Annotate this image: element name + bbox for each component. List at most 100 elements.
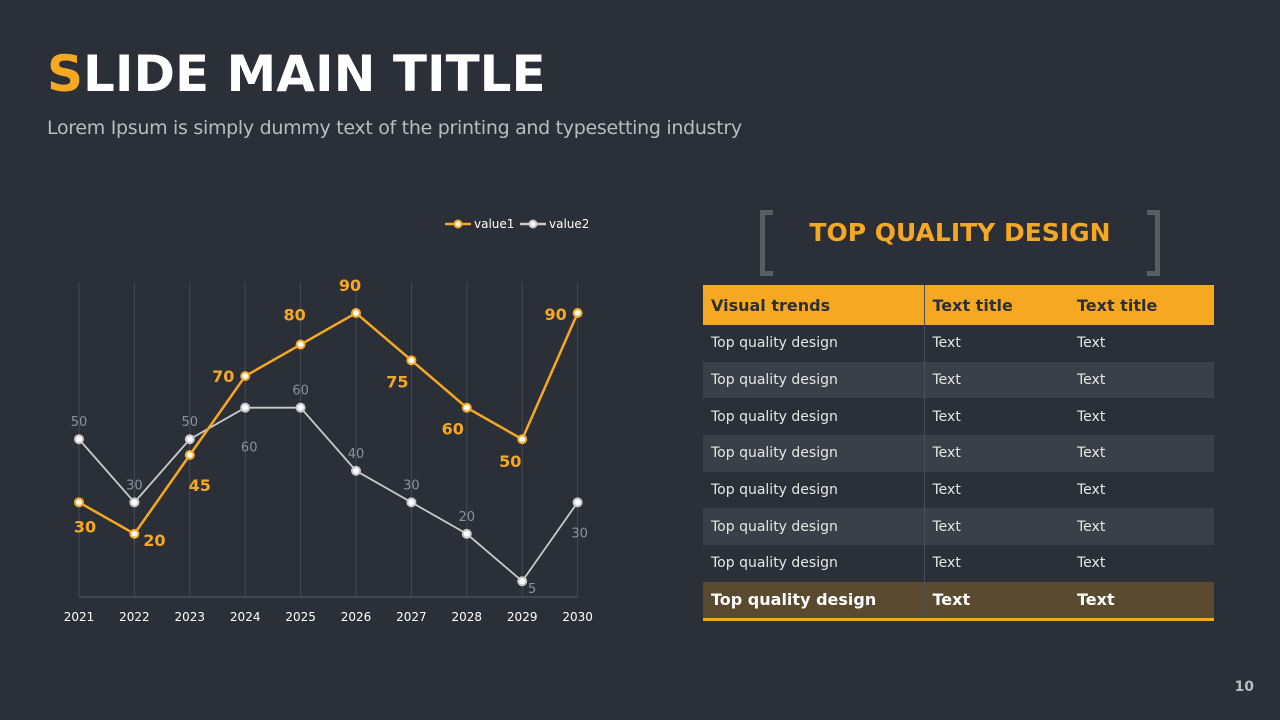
table-cell: Top quality design: [703, 325, 925, 362]
data-label-value2: 5: [528, 582, 536, 597]
x-tick-label: 2021: [64, 610, 95, 624]
x-tick-label: 2024: [230, 610, 261, 624]
right-bracket: [1147, 210, 1160, 276]
data-label-value1: 80: [283, 306, 305, 325]
table-row: Top quality design Text Text: [703, 435, 1214, 472]
data-label-value2: 50: [71, 415, 88, 430]
table-header-cell: Text title: [1069, 285, 1214, 325]
table-row: Top quality design Text Text: [703, 545, 1214, 582]
data-label-value1: 70: [212, 367, 234, 386]
table-cell: Top quality design: [703, 435, 925, 472]
slide-subtitle: Lorem Ipsum is simply dummy text of the …: [47, 117, 742, 139]
data-table: Visual trends Text title Text title Top …: [703, 285, 1214, 621]
data-label-value2: 60: [292, 384, 309, 399]
x-tick-label: 2029: [507, 610, 538, 624]
data-point-value2: [240, 402, 251, 413]
page-number: 10: [1234, 679, 1254, 695]
data-label-value1: 75: [386, 372, 408, 391]
table-row: Top quality design Text Text: [703, 398, 1214, 436]
series-line-value1: [78, 311, 579, 536]
data-point-value1: [240, 371, 251, 382]
data-label-value1: 60: [442, 420, 464, 439]
legend-marker-value2: [528, 219, 538, 229]
table-header-cell: Text title: [924, 285, 1069, 325]
data-label-value1: 50: [499, 452, 521, 471]
table-total-row: Top quality design Text Text: [703, 581, 1214, 621]
table-row: Top quality design Text Text: [703, 361, 1214, 399]
x-tick-label: 2027: [396, 610, 427, 624]
x-tick-label: 2025: [285, 610, 316, 624]
table-cell: Top quality design: [703, 398, 925, 436]
panel-title: TOP QUALITY DESIGN: [809, 218, 1111, 247]
data-point-value1: [74, 497, 84, 508]
table-row: Top quality design Text Text: [703, 471, 1214, 509]
data-label-value1: 45: [189, 476, 211, 495]
slide-title-rest: LIDE MAIN TITLE: [83, 45, 546, 103]
data-point-value2: [461, 528, 472, 539]
data-label-value2: 50: [182, 415, 199, 430]
table-header-cell: Visual trends: [703, 285, 925, 325]
data-point-value1: [517, 434, 528, 445]
x-tick-label: 2028: [452, 610, 483, 624]
data-label-value2: 30: [403, 478, 420, 493]
data-label-value1: 90: [544, 305, 566, 324]
table-cell: Text: [1069, 435, 1214, 472]
table-cell: Text: [932, 408, 961, 425]
data-point-value1: [129, 528, 140, 539]
data-point-value2: [184, 434, 195, 445]
table-total-cell: Text: [924, 581, 1069, 621]
legend-label: value2: [549, 217, 589, 231]
data-point-value2: [295, 402, 306, 413]
data-label-value2: 30: [571, 526, 588, 541]
x-tick-label: 2022: [119, 610, 150, 624]
table-cell: Text: [924, 435, 1069, 472]
table-header-row: Visual trends Text title Text title: [703, 285, 1214, 325]
x-tick-label: 2023: [175, 610, 206, 624]
data-label-value1: 30: [74, 517, 96, 536]
table-cell: Text: [924, 361, 1069, 399]
table-cell: Top quality design: [703, 508, 925, 546]
data-label-value2: 20: [459, 510, 476, 525]
data-label-value2: 30: [126, 478, 143, 493]
table-cell: Text: [924, 508, 1069, 546]
x-tick-label: 2026: [341, 610, 372, 624]
panel-title-box: TOP QUALITY DESIGN: [760, 210, 1160, 276]
data-point-value1: [572, 308, 583, 318]
data-label-value1: 20: [143, 531, 165, 550]
data-point-value2: [351, 465, 361, 476]
table-cell: Text: [1069, 361, 1214, 399]
table-cell: Top quality design: [703, 545, 925, 582]
table-cell: Text: [932, 482, 961, 499]
table-total-cell: Top quality design: [703, 581, 925, 621]
data-point-value1: [295, 339, 306, 350]
line-chart: 2021 2022 2023 2024 2025 2026 2027 2028 2029 2030…: [64, 217, 593, 624]
table-row: Top quality design Text Text: [703, 325, 1214, 362]
legend-label: value1: [474, 217, 514, 231]
data-label-value2: 60: [241, 441, 258, 456]
data-point-value2: [74, 434, 84, 445]
table-cell: Text: [1077, 555, 1106, 572]
table-cell: Text: [932, 335, 961, 352]
left-bracket: [760, 210, 773, 276]
data-point-value2: [517, 576, 528, 587]
data-point-value1: [461, 402, 472, 413]
table-row: Top quality design Text Text: [703, 508, 1214, 546]
data-point-value2: [129, 497, 140, 508]
legend-marker-value1: [453, 219, 463, 229]
table-cell: Text: [932, 555, 961, 572]
slide-title: SLIDE MAIN TITLE: [47, 42, 546, 106]
series-line-value2: [78, 406, 579, 583]
table-cell: Text: [1077, 408, 1106, 425]
table-cell: Top quality design: [703, 361, 925, 399]
table-cell: Top quality design: [703, 471, 925, 509]
data-point-value2: [572, 497, 583, 508]
data-point-value1: [351, 308, 361, 318]
data-label-value2: 40: [348, 447, 365, 462]
table-total-cell: Text: [1069, 581, 1214, 621]
data-point-value2: [406, 497, 417, 508]
slide-title-first-letter: S: [47, 45, 84, 103]
x-tick-label: 2030: [562, 610, 593, 624]
data-label-value1: 90: [339, 276, 361, 295]
table-cell: Text: [1077, 482, 1106, 499]
data-point-value1: [406, 355, 417, 366]
